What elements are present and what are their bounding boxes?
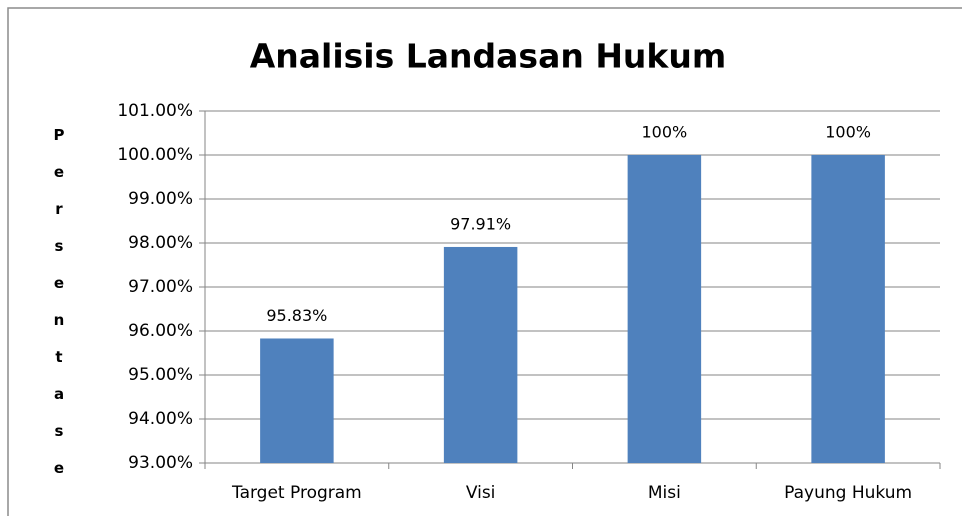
data-label: 97.91% <box>450 214 511 233</box>
x-tick-label: Target Program <box>231 483 362 503</box>
y-tick-label: 99.00% <box>128 189 193 209</box>
y-tick-label: 93.00% <box>128 453 193 473</box>
x-tick-label: Visi <box>466 483 496 503</box>
bar <box>627 155 702 463</box>
data-label: 100% <box>642 123 688 142</box>
y-tick-label: 98.00% <box>128 233 193 253</box>
y-tick-label: 94.00% <box>128 409 193 429</box>
bar <box>260 338 334 463</box>
y-tick-label: 100.00% <box>117 145 193 165</box>
y-tick-label: 97.00% <box>128 277 193 297</box>
x-tick-label: Payung Hukum <box>784 483 912 503</box>
y-tick-label: 95.00% <box>128 365 193 385</box>
y-tick-label: 101.00% <box>117 101 193 121</box>
data-label: 100% <box>825 123 871 142</box>
bar <box>443 246 518 463</box>
data-label: 95.83% <box>266 306 327 325</box>
y-tick-label: 96.00% <box>128 321 193 341</box>
bar <box>811 155 885 463</box>
y-axis-label: Persentase <box>50 126 68 496</box>
chart-title: Analisis Landasan Hukum <box>250 37 727 76</box>
chart-frame <box>7 7 962 516</box>
x-tick-label: Misi <box>648 483 681 503</box>
